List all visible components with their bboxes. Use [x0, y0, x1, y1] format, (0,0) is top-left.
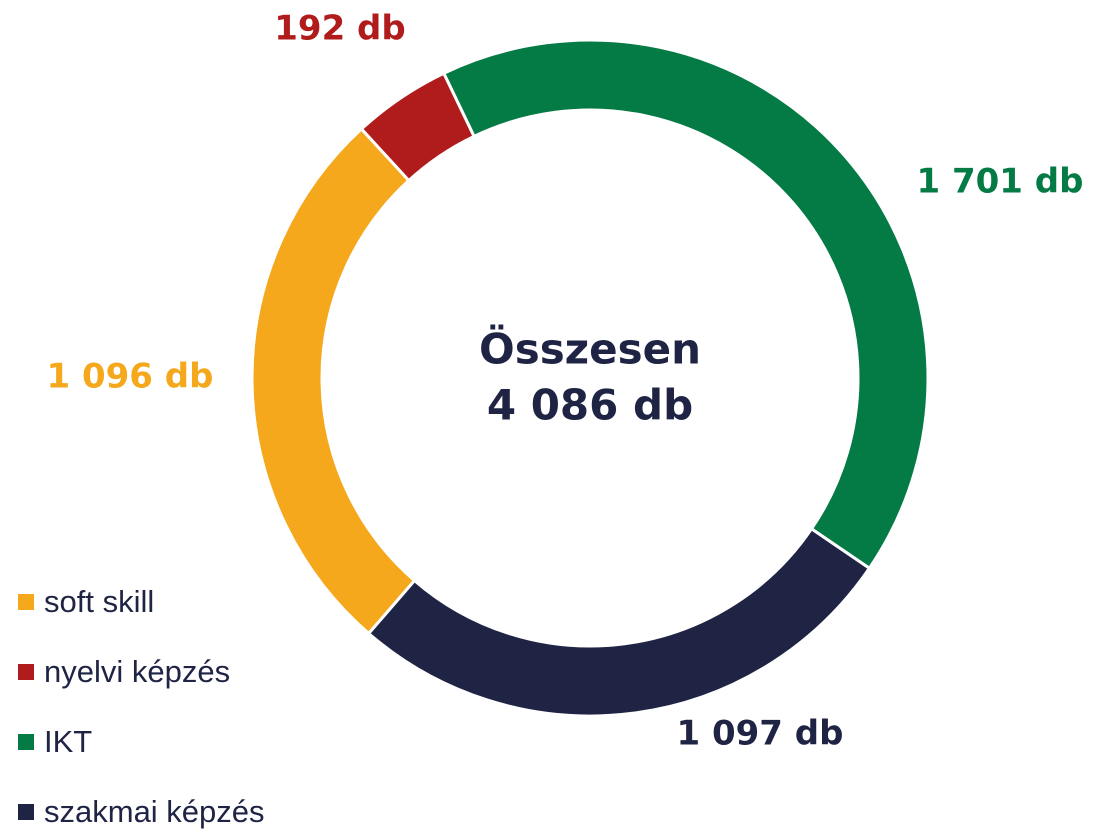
- legend-label: nyelvi képzés: [44, 654, 230, 689]
- legend-label: IKT: [44, 724, 92, 759]
- center-title: Összesen: [479, 324, 701, 374]
- data-label: 192 db: [274, 9, 405, 49]
- legend-swatch: [18, 734, 34, 750]
- legend-swatch: [18, 594, 34, 610]
- data-label: 1 096 db: [47, 357, 214, 397]
- legend-label: soft skill: [44, 584, 154, 619]
- center-total: 4 086 db: [487, 381, 693, 430]
- legend-swatch: [18, 664, 34, 680]
- data-label: 1 097 db: [677, 714, 844, 754]
- donut-segment: [250, 126, 417, 636]
- legend-label: szakmai képzés: [44, 794, 265, 829]
- legend-swatch: [18, 804, 34, 820]
- donut-segment: [441, 38, 930, 571]
- donut-segment: [366, 526, 872, 718]
- data-label: 1 701 db: [917, 162, 1084, 202]
